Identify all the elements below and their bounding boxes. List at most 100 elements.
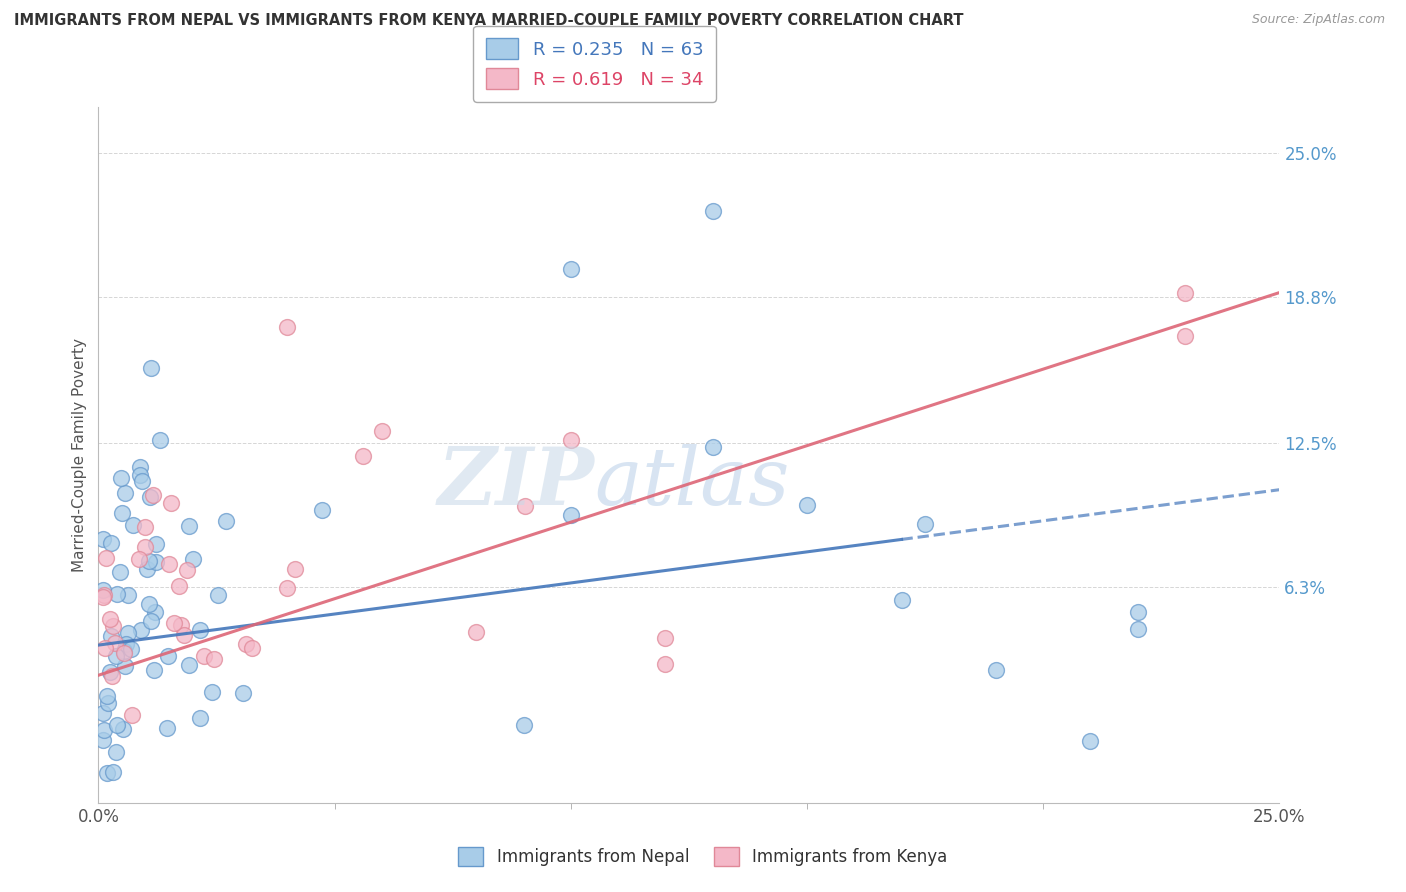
Point — [117, 626, 139, 640]
Point — [176, 563, 198, 577]
Point — [120, 641, 142, 656]
Point — [465, 625, 488, 640]
Point — [114, 486, 136, 500]
Point — [513, 500, 536, 514]
Point — [207, 588, 229, 602]
Point — [215, 514, 238, 528]
Point — [890, 592, 912, 607]
Point — [512, 717, 534, 731]
Point — [276, 320, 298, 334]
Point — [101, 765, 124, 780]
Point — [1126, 605, 1149, 619]
Point — [142, 663, 165, 677]
Y-axis label: Married-Couple Family Poverty: Married-Couple Family Poverty — [72, 338, 87, 572]
Text: Source: ZipAtlas.com: Source: ZipAtlas.com — [1251, 13, 1385, 27]
Point — [94, 640, 117, 655]
Legend: R = 0.235   N = 63, R = 0.619   N = 34: R = 0.235 N = 63, R = 0.619 N = 34 — [472, 26, 716, 102]
Point — [139, 615, 162, 629]
Point — [136, 562, 159, 576]
Point — [93, 723, 115, 738]
Point — [157, 648, 180, 663]
Point — [232, 686, 254, 700]
Point — [702, 440, 724, 454]
Point — [173, 628, 195, 642]
Point — [149, 433, 172, 447]
Point — [96, 689, 118, 703]
Point — [560, 262, 582, 277]
Point — [111, 506, 134, 520]
Point — [134, 540, 156, 554]
Point — [796, 498, 818, 512]
Point — [129, 460, 152, 475]
Point — [94, 550, 117, 565]
Point — [98, 665, 121, 679]
Point — [103, 636, 125, 650]
Text: ZIP: ZIP — [437, 444, 595, 522]
Point — [201, 685, 224, 699]
Point — [145, 555, 167, 569]
Point — [371, 424, 394, 438]
Point — [122, 518, 145, 533]
Point — [188, 711, 211, 725]
Point — [560, 433, 582, 447]
Point — [193, 649, 215, 664]
Point — [138, 554, 160, 568]
Point — [93, 587, 115, 601]
Point — [96, 765, 118, 780]
Point — [202, 651, 225, 665]
Point — [100, 535, 122, 549]
Point — [91, 706, 114, 720]
Point — [702, 204, 724, 219]
Text: atlas: atlas — [595, 444, 790, 522]
Point — [170, 618, 193, 632]
Point — [145, 605, 167, 619]
Point — [984, 664, 1007, 678]
Point — [142, 488, 165, 502]
Point — [134, 520, 156, 534]
Point — [139, 490, 162, 504]
Point — [235, 637, 257, 651]
Point — [1174, 328, 1197, 343]
Point — [110, 566, 132, 580]
Point — [284, 562, 307, 576]
Point — [104, 745, 127, 759]
Point — [128, 467, 150, 482]
Point — [654, 657, 676, 671]
Point — [117, 588, 139, 602]
Point — [311, 502, 333, 516]
Point — [1080, 734, 1102, 748]
Point — [276, 581, 298, 595]
Point — [114, 659, 136, 673]
Point — [156, 722, 179, 736]
Point — [654, 632, 676, 646]
Point — [560, 508, 582, 523]
Point — [115, 637, 138, 651]
Point — [97, 696, 120, 710]
Point — [101, 619, 124, 633]
Point — [112, 646, 135, 660]
Point — [353, 449, 375, 463]
Point — [160, 496, 183, 510]
Point — [100, 629, 122, 643]
Point — [112, 644, 135, 658]
Point — [105, 648, 128, 663]
Point — [110, 470, 132, 484]
Point — [1174, 285, 1197, 300]
Point — [1126, 622, 1149, 636]
Point — [131, 623, 153, 637]
Point — [179, 519, 201, 533]
Point — [145, 537, 167, 551]
Point — [157, 558, 180, 572]
Point — [91, 533, 114, 547]
Point — [242, 641, 264, 656]
Point — [121, 707, 143, 722]
Point — [128, 552, 150, 566]
Point — [105, 587, 128, 601]
Point — [162, 615, 184, 630]
Point — [177, 657, 200, 672]
Point — [183, 552, 205, 566]
Point — [98, 612, 121, 626]
Point — [93, 590, 115, 604]
Point — [914, 517, 936, 532]
Legend: Immigrants from Nepal, Immigrants from Kenya: Immigrants from Nepal, Immigrants from K… — [450, 838, 956, 875]
